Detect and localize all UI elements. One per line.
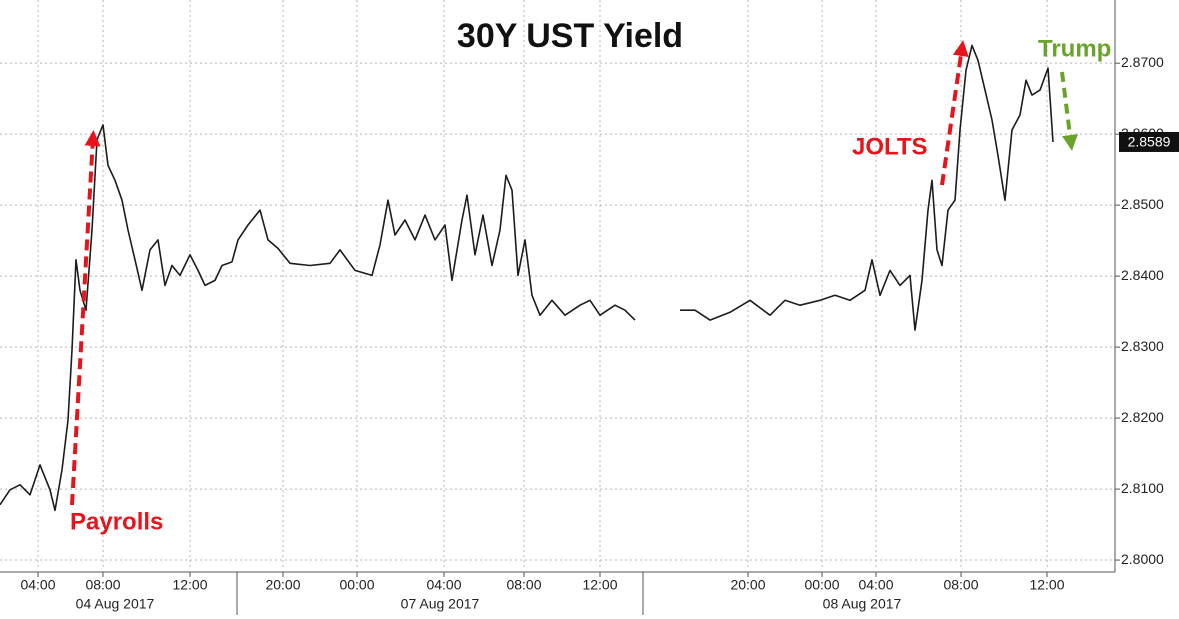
y-tick-label: 2.8700 xyxy=(1121,54,1164,70)
annotation: Payrolls xyxy=(70,508,163,535)
x-tick-label: 08:00 xyxy=(85,577,120,593)
annotation: Trump xyxy=(1038,35,1111,62)
series-line xyxy=(680,44,1054,331)
x-tick-label: 12:00 xyxy=(1029,577,1064,593)
x-tick-label: 04:00 xyxy=(858,577,893,593)
grid xyxy=(0,0,1115,570)
x-tick-label: 20:00 xyxy=(265,577,300,593)
y-tick-label: 2.8400 xyxy=(1121,267,1164,283)
date-label: 08 Aug 2017 xyxy=(823,596,902,612)
x-tick-label: 08:00 xyxy=(943,577,978,593)
x-tick-label: 08:00 xyxy=(506,577,541,593)
arrow xyxy=(70,130,101,506)
last-value-label: 2.8589 xyxy=(1128,134,1171,150)
arrow xyxy=(940,40,969,186)
x-tick-label: 04:00 xyxy=(426,577,461,593)
annotation: JOLTS xyxy=(852,133,928,160)
x-tick-label: 04:00 xyxy=(20,577,55,593)
chart-title: 30Y UST Yield xyxy=(457,17,683,55)
x-tick-label: 12:00 xyxy=(582,577,617,593)
last-value-box xyxy=(1119,131,1179,152)
arrow xyxy=(1060,71,1078,151)
y-tick-label: 2.8200 xyxy=(1121,409,1164,425)
y-tick-label: 2.8300 xyxy=(1121,338,1164,354)
y-tick-label: 2.8000 xyxy=(1121,551,1164,567)
y-tick-label: 2.8100 xyxy=(1121,480,1164,496)
x-tick-label: 00:00 xyxy=(339,577,374,593)
y-tick-label: 2.8500 xyxy=(1121,196,1164,212)
x-tick-label: 00:00 xyxy=(804,577,839,593)
x-tick-label: 20:00 xyxy=(730,577,765,593)
date-label: 07 Aug 2017 xyxy=(401,596,480,612)
plot-area xyxy=(0,44,1054,512)
date-label: 04 Aug 2017 xyxy=(76,596,155,612)
series-line xyxy=(0,124,636,512)
x-tick-label: 12:00 xyxy=(172,577,207,593)
